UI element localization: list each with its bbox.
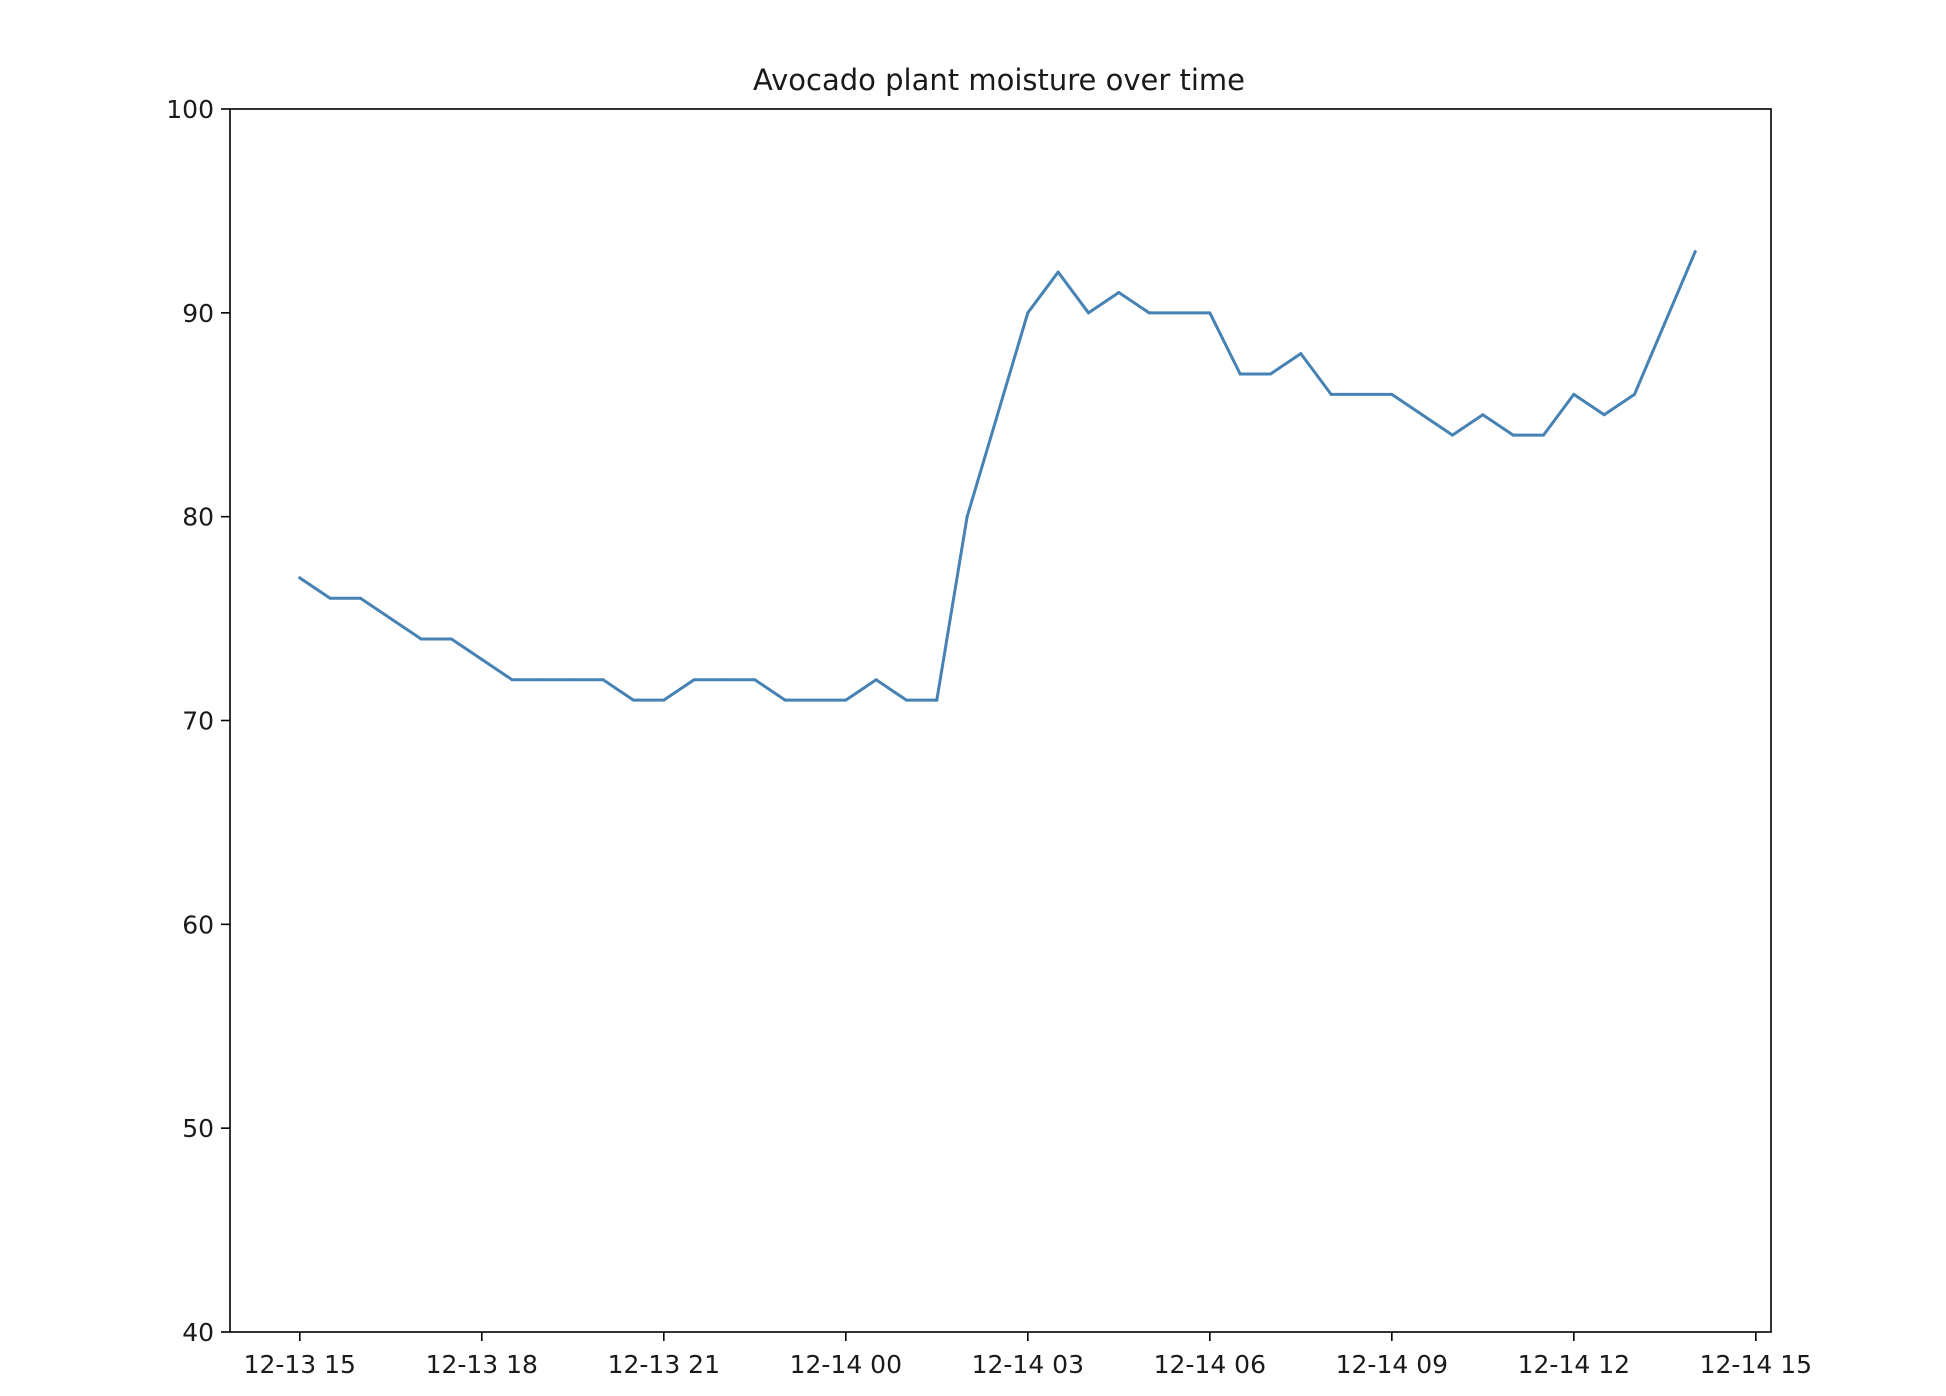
data-point [1450,433,1454,437]
data-point [1572,392,1576,396]
data-point [904,698,908,702]
y-tick-label: 70 [182,707,214,736]
plot-area [230,109,1771,1332]
data-point [389,617,393,621]
y-tick-label: 100 [166,95,214,124]
data-point [1511,433,1515,437]
data-point [1299,352,1303,356]
data-point [844,698,848,702]
data-point [601,678,605,682]
data-point [874,678,878,682]
data-point [358,596,362,600]
y-tick-label: 40 [182,1318,214,1347]
data-point [1481,413,1485,417]
data-point [1663,321,1667,325]
x-tick-label: 12-14 09 [1336,1350,1448,1379]
data-point [692,678,696,682]
x-tick-label: 12-14 12 [1518,1350,1630,1379]
data-point [813,698,817,702]
data-point [1329,392,1333,396]
x-tick-label: 12-14 00 [790,1350,902,1379]
data-point [328,596,332,600]
data-point [1268,372,1272,376]
data-point [298,576,302,580]
data-point [1541,433,1545,437]
data-point [1359,392,1363,396]
chart-title: Avocado plant moisture over time [753,63,1245,97]
data-point [753,678,757,682]
data-point [1238,372,1242,376]
data-point [540,678,544,682]
data-point [1177,311,1181,315]
y-tick-label: 90 [182,299,214,328]
data-point [1208,311,1212,315]
y-axis: 40 50 60 70 80 90 100 [166,95,230,1347]
data-point [995,413,999,417]
data-point [1056,270,1060,274]
y-tick-label: 80 [182,503,214,532]
x-tick-label: 12-13 15 [244,1350,356,1379]
data-point [1602,413,1606,417]
x-tick-label: 12-13 21 [608,1350,720,1379]
data-point [449,637,453,641]
plot-frame [229,108,1772,1333]
data-point [935,698,939,702]
data-point [1693,250,1697,254]
y-tick-label: 50 [182,1114,214,1143]
data-point [571,678,575,682]
data-point [1390,392,1394,396]
data-point [965,515,969,519]
data-point [510,678,514,682]
x-tick-label: 12-14 03 [972,1350,1084,1379]
data-point [419,637,423,641]
series-layer [298,250,1697,702]
data-point [722,678,726,682]
x-tick-label: 12-13 18 [426,1350,538,1379]
x-tick-label: 12-14 15 [1700,1350,1812,1379]
data-point [1147,311,1151,315]
x-axis: 12-13 15 12-13 18 12-13 21 12-14 00 12-14 03… [244,1332,1812,1379]
data-point [662,698,666,702]
data-point [1632,392,1636,396]
x-tick-label: 12-14 06 [1154,1350,1266,1379]
y-tick-label: 60 [182,910,214,939]
data-point [1026,311,1030,315]
data-point [1420,413,1424,417]
data-point [1117,290,1121,294]
data-point [480,657,484,661]
data-point [1086,311,1090,315]
data-point [631,698,635,702]
data-point [783,698,787,702]
